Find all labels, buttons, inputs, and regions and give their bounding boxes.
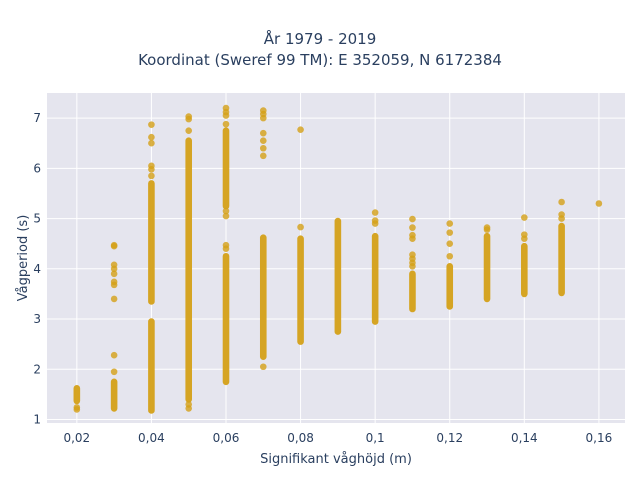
data-point xyxy=(446,220,454,227)
chart-subtitle: Koordinat (Sweref 99 TM): E 352059, N 61… xyxy=(138,51,502,69)
data-point-cluster xyxy=(483,232,491,303)
data-point-cluster xyxy=(222,252,230,386)
data-point xyxy=(521,231,528,238)
data-point xyxy=(110,351,118,359)
x-tick-label: 0,08 xyxy=(287,431,314,445)
x-tick-label: 0,1 xyxy=(366,431,385,445)
data-point xyxy=(259,137,267,145)
data-point xyxy=(222,241,230,249)
data-point-cluster xyxy=(73,385,81,405)
data-point-cluster xyxy=(446,262,454,310)
data-point xyxy=(148,139,155,147)
data-point xyxy=(409,231,416,239)
data-point-cluster xyxy=(521,242,528,298)
data-point xyxy=(371,209,379,216)
y-tick-label: 7 xyxy=(33,111,41,125)
y-tick-label: 6 xyxy=(33,161,41,175)
x-axis-label: Signifikant våghöjd (m) xyxy=(260,452,412,467)
x-tick-label: 0,14 xyxy=(511,431,538,445)
x-tick-label: 0,12 xyxy=(436,431,463,445)
x-tick-label: 0,16 xyxy=(586,431,613,445)
data-point xyxy=(297,223,304,231)
data-point xyxy=(222,207,230,215)
data-point xyxy=(222,212,230,220)
data-point-cluster xyxy=(558,222,565,297)
data-point xyxy=(409,251,416,259)
data-point xyxy=(259,152,267,160)
data-point-cluster xyxy=(259,234,267,360)
data-point xyxy=(73,404,81,411)
data-point xyxy=(483,224,491,231)
data-point xyxy=(222,120,230,128)
gridlines xyxy=(47,93,625,423)
data-point-cluster xyxy=(185,137,193,403)
data-point xyxy=(110,241,118,249)
data-point xyxy=(148,172,155,180)
chart-title: År 1979 - 2019 xyxy=(263,30,377,48)
data-point xyxy=(110,270,118,278)
data-point xyxy=(446,240,454,247)
data-point xyxy=(259,129,267,137)
data-point xyxy=(148,133,155,141)
data-point-cluster xyxy=(334,217,342,335)
y-tick-label: 4 xyxy=(33,262,41,276)
data-point-cluster xyxy=(148,318,155,414)
y-tick-label: 5 xyxy=(33,212,41,226)
data-point xyxy=(259,363,267,371)
data-point xyxy=(110,278,118,286)
data-point xyxy=(521,214,528,221)
data-point xyxy=(409,224,416,231)
data-point xyxy=(371,217,379,224)
y-axis-label: Vågperiod (s) xyxy=(16,215,31,302)
data-point xyxy=(259,144,267,152)
x-tick-label: 0,02 xyxy=(63,431,90,445)
data-point xyxy=(595,200,603,207)
y-tick-label: 1 xyxy=(33,412,41,426)
data-point xyxy=(185,113,193,120)
data-point xyxy=(148,121,155,128)
data-point-cluster xyxy=(110,378,118,412)
data-point-cluster xyxy=(222,127,230,210)
data-point-cluster xyxy=(297,235,304,345)
data-point xyxy=(185,127,193,134)
data-point xyxy=(297,126,304,133)
data-point xyxy=(185,401,193,408)
x-tick-label: 0,06 xyxy=(213,431,240,445)
data-point xyxy=(259,107,267,114)
data-points xyxy=(73,104,603,414)
x-axis-ticks: 0,02 0,04 0,06 0,08 0,1 0,12 0,14 0,16 xyxy=(63,431,612,445)
data-point xyxy=(446,252,454,260)
data-point-cluster xyxy=(409,270,416,313)
x-tick-label: 0,04 xyxy=(138,431,165,445)
data-point xyxy=(110,368,118,376)
data-point xyxy=(409,215,416,223)
data-point xyxy=(446,229,454,236)
data-point xyxy=(558,211,565,218)
y-tick-label: 3 xyxy=(33,312,41,326)
y-axis-ticks: 1 2 3 4 5 6 7 xyxy=(33,111,41,426)
data-point xyxy=(558,198,565,206)
data-point xyxy=(110,295,118,303)
data-point-cluster xyxy=(371,232,379,325)
data-point xyxy=(222,104,230,112)
data-point xyxy=(110,261,118,269)
data-point xyxy=(148,162,155,170)
y-tick-label: 2 xyxy=(33,362,41,376)
data-point-cluster xyxy=(148,180,155,305)
